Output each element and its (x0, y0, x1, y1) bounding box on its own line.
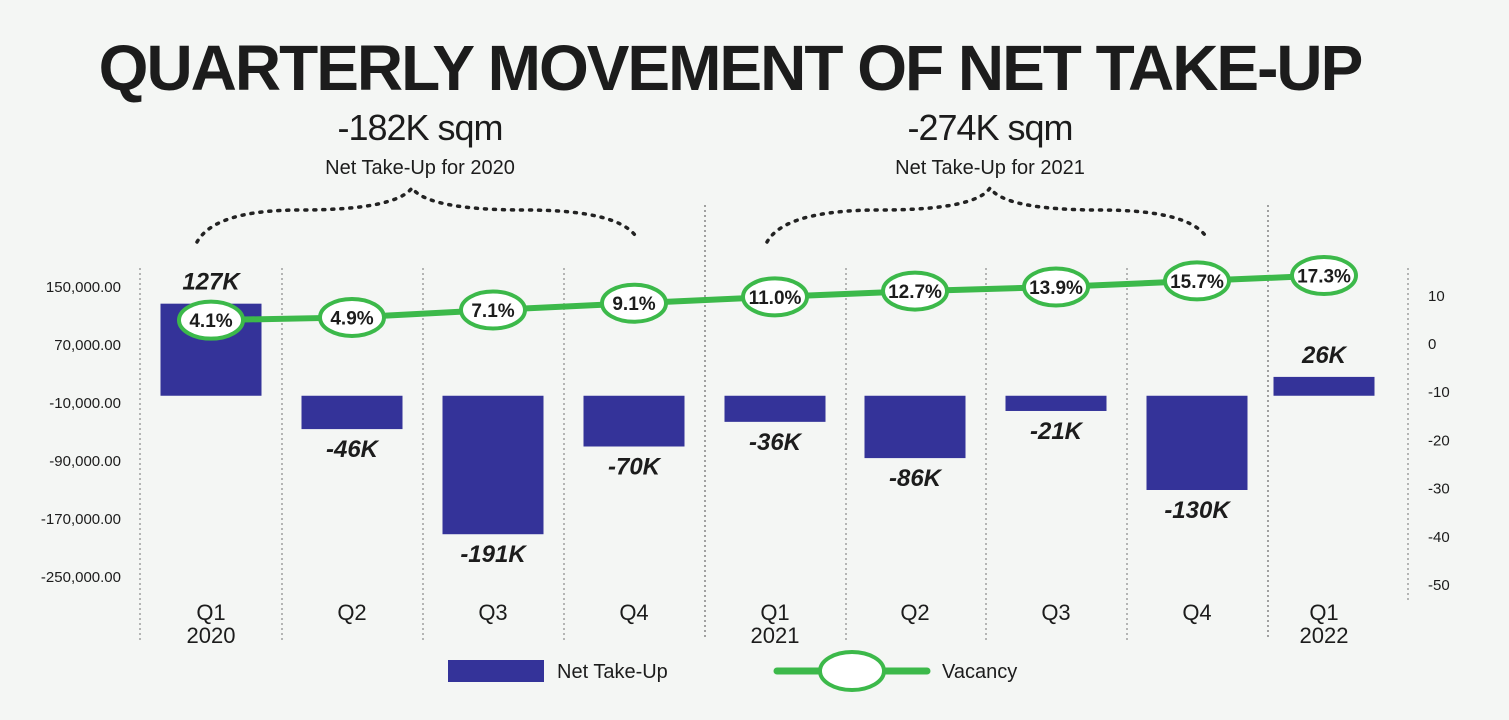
vacancy-value-label: 4.9% (330, 308, 373, 329)
vacancy-point (1022, 266, 1090, 308)
vacancy-value-label: 11.0% (749, 288, 802, 309)
y-right-tick-label: -20 (1428, 432, 1450, 449)
y-right-tick-label: -50 (1428, 577, 1450, 594)
vacancy-value-label: 13.9% (1029, 278, 1083, 299)
annotation-2020: -182K sqm Net Take-Up for 2020 (195, 107, 639, 244)
y-left-tick-label: -10,000.00 (49, 395, 121, 412)
x-tick-quarter: Q1 (1309, 600, 1338, 625)
bar-value-label: -86K (889, 465, 943, 492)
x-tick-quarter: Q3 (478, 600, 507, 625)
vacancy-value-label: 4.1% (189, 311, 232, 332)
net-take-up-labels: 127K -46K -191K -70K -36K -86K -21K -130K 26K (182, 269, 1347, 569)
vacancy-point (318, 296, 386, 338)
bar (864, 395, 966, 459)
bar (1146, 395, 1248, 490)
y-right-tick-label: -30 (1428, 481, 1450, 498)
bar-value-label: -130K (1164, 497, 1231, 524)
x-tick-year: 2022 (1300, 623, 1349, 648)
bar (1273, 376, 1375, 396)
bar-value-label: -36K (749, 429, 803, 456)
x-tick-quarter: Q4 (1182, 600, 1211, 625)
x-tick-year: 2020 (187, 623, 236, 648)
bar-value-label: -21K (1030, 418, 1084, 445)
vacancy-point (459, 289, 527, 331)
annotation-2021: -274K sqm Net Take-Up for 2021 (765, 107, 1209, 244)
legend-line-marker (818, 650, 886, 692)
bar (442, 395, 544, 535)
x-tick-quarter: Q2 (337, 600, 366, 625)
vacancy-point (177, 299, 245, 341)
y-right-tick-label: -40 (1428, 529, 1450, 546)
bar (301, 395, 403, 430)
vacancy-value-label: 9.1% (612, 294, 655, 315)
annotation-2021-brace (765, 184, 1209, 244)
x-tick-quarter: Q1 (196, 600, 225, 625)
x-tick-quarter: Q2 (900, 600, 929, 625)
y-left-tick-label: 70,000.00 (54, 337, 121, 354)
annotation-2021-value: -274K sqm (907, 107, 1072, 148)
legend-vacancy-label: Vacancy (942, 661, 1017, 683)
bar-value-label: -70K (608, 454, 662, 481)
legend-bar-swatch (448, 660, 544, 682)
bar (583, 395, 685, 447)
legend: Net Take-Up Vacancy (448, 650, 1017, 692)
bar (724, 395, 826, 422)
y-left-tick-label: 150,000.00 (46, 279, 121, 296)
vacancy-point (1163, 260, 1231, 302)
vacancy-series: 4.1% 4.9% 7.1% 9.1% 11.0% 12.7% 13.9% 15.7% 17.3… (177, 255, 1358, 341)
bar-value-label: -46K (326, 436, 380, 463)
y-left-tick-label: -250,000.00 (41, 569, 121, 586)
annotation-2020-label: Net Take-Up for 2020 (325, 157, 515, 179)
vacancy-point (1290, 255, 1358, 297)
y-axis-right: 10 0 -10 -20 -30 -40 -50 (1428, 288, 1450, 594)
x-tick-year: 2021 (751, 623, 800, 648)
bar (1005, 395, 1107, 411)
bar-value-label: 26K (1301, 342, 1348, 369)
category-dividers (139, 205, 1409, 640)
vacancy-value-label: 12.7% (888, 282, 942, 303)
vacancy-value-label: 17.3% (1297, 267, 1351, 288)
y-right-tick-label: -10 (1428, 384, 1450, 401)
vacancy-point (881, 270, 949, 312)
y-left-tick-label: -170,000.00 (41, 511, 121, 528)
vacancy-value-label: 7.1% (471, 301, 514, 322)
x-tick-quarter: Q4 (619, 600, 648, 625)
legend-net-take-up-label: Net Take-Up (557, 661, 668, 683)
y-right-tick-label: 0 (1428, 336, 1436, 353)
annotation-2020-brace (195, 185, 639, 244)
y-axis-left: 150,000.00 70,000.00 -10,000.00 -90,000.00 -… (41, 279, 121, 586)
vacancy-value-label: 15.7% (1170, 272, 1224, 293)
chart-title: QUARTERLY MOVEMENT OF NET TAKE-UP (99, 32, 1362, 104)
annotation-2021-label: Net Take-Up for 2021 (895, 157, 1085, 179)
y-left-tick-label: -90,000.00 (49, 453, 121, 470)
annotation-2020-value: -182K sqm (337, 107, 502, 148)
bar-value-label: -191K (460, 541, 527, 568)
x-tick-quarter: Q3 (1041, 600, 1070, 625)
bar-value-label: 127K (182, 269, 241, 296)
x-tick-quarter: Q1 (760, 600, 789, 625)
vacancy-point (741, 276, 809, 318)
vacancy-point (600, 282, 668, 324)
y-right-tick-label: 10 (1428, 288, 1445, 305)
